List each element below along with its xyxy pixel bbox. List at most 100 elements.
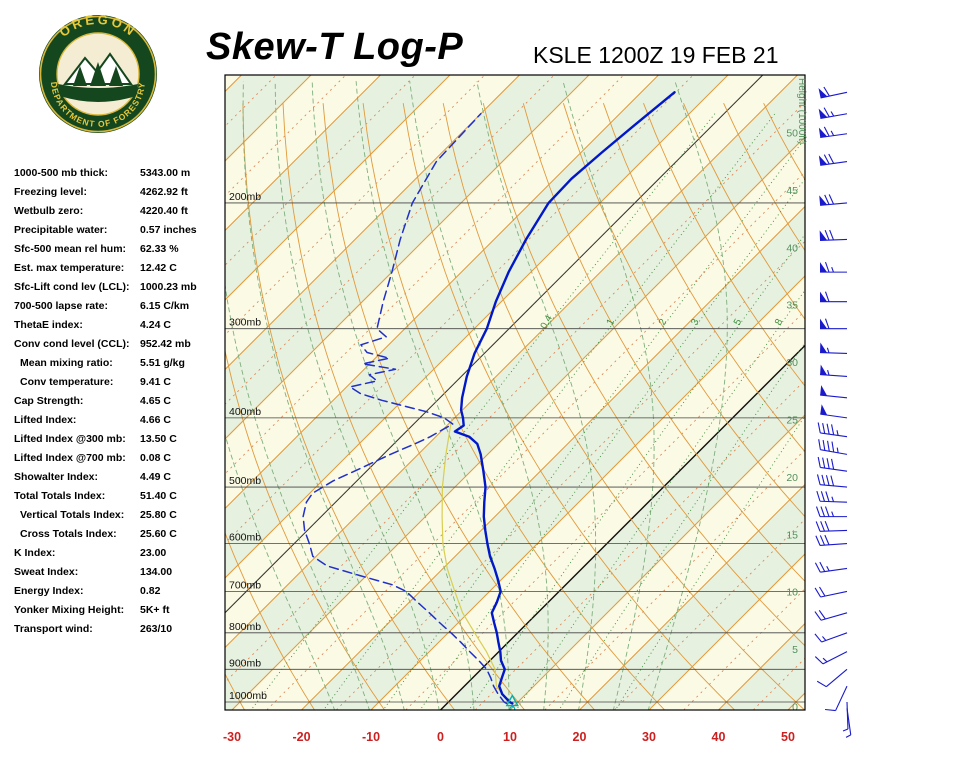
- stat-value: 12.42 C: [140, 262, 177, 274]
- logo-outer-ring: [39, 15, 157, 133]
- stat-row: K Index: 23.00: [14, 547, 222, 566]
- svg-text:20: 20: [786, 472, 798, 484]
- stat-value: 134.00: [140, 566, 173, 578]
- stat-row: Conv temperature: 9.41 C: [14, 376, 222, 395]
- stat-value: 25.60 C: [140, 528, 177, 540]
- svg-text:30: 30: [642, 730, 656, 744]
- stat-row: Lifted Index @700 mb: 0.08 C: [14, 452, 222, 471]
- sounding-stats: 1000-500 mb thick: 5343.00 m Freezing leve…: [14, 167, 222, 642]
- logo-trees: [73, 62, 123, 86]
- stat-row: Energy Index: 0.82: [14, 585, 222, 604]
- svg-text:10: 10: [786, 587, 798, 599]
- stat-value: 5343.00 m: [140, 167, 191, 179]
- stat-row: Total Totals Index: 51.40 C: [14, 490, 222, 509]
- stat-value: 0.08 C: [140, 452, 171, 464]
- stat-label: Energy Index:: [14, 585, 84, 597]
- stat-label: Conv cond level (CCL):: [14, 338, 130, 350]
- stat-label: K Index:: [14, 547, 56, 559]
- stat-label: Sweat Index:: [14, 566, 79, 578]
- svg-text:35: 35: [786, 300, 798, 312]
- svg-text:600mb: 600mb: [229, 532, 261, 544]
- svg-text:8: 8: [773, 317, 786, 327]
- page-title: Skew-T Log-P: [206, 26, 464, 68]
- svg-text:5: 5: [732, 317, 745, 327]
- stat-row: Sfc-500 mean rel hum: 62.33 %: [14, 243, 222, 262]
- svg-text:2: 2: [657, 317, 670, 327]
- stat-value: 51.40 C: [140, 490, 177, 502]
- svg-text:1: 1: [605, 317, 618, 327]
- moist-adiabats: [225, 80, 728, 710]
- sounding-traces: [302, 91, 676, 710]
- stat-label: 700-500 lapse rate:: [14, 300, 108, 312]
- svg-text:40: 40: [712, 730, 726, 744]
- stat-label: Total Totals Index:: [14, 490, 106, 502]
- svg-text:700mb: 700mb: [229, 579, 261, 591]
- stat-value: 0.57 inches: [140, 224, 197, 236]
- stat-label: Showalter Index:: [14, 471, 99, 483]
- stat-value: 4220.40 ft: [140, 205, 188, 217]
- svg-text:300mb: 300mb: [229, 317, 261, 329]
- stat-row: ThetaE index: 4.24 C: [14, 319, 222, 338]
- stat-row: Sweat Index: 134.00: [14, 566, 222, 585]
- svg-text:3: 3: [689, 317, 702, 327]
- stat-row: 1000-500 mb thick: 5343.00 m: [14, 167, 222, 186]
- chart-border: [224, 74, 806, 711]
- stat-value: 952.42 mb: [140, 338, 191, 350]
- stat-value: 5.51 g/kg: [140, 357, 185, 369]
- stat-label: Cross Totals Index:: [20, 528, 117, 540]
- stat-value: 23.00: [140, 547, 167, 559]
- svg-text:1000mb: 1000mb: [229, 690, 267, 702]
- stat-label: Transport wind:: [14, 623, 93, 635]
- svg-text:45: 45: [786, 185, 798, 197]
- stat-row: Transport wind: 263/10: [14, 623, 222, 642]
- station-datetime: KSLE 1200Z 19 FEB 21: [533, 42, 779, 68]
- svg-text:-30: -30: [223, 730, 241, 744]
- stat-row: 700-500 lapse rate: 6.15 C/km: [14, 300, 222, 319]
- svg-text:400mb: 400mb: [229, 406, 261, 418]
- stat-value: 263/10: [140, 623, 173, 635]
- stat-label: Conv temperature:: [20, 376, 114, 388]
- stat-value: 62.33 %: [140, 243, 179, 255]
- svg-text:800mb: 800mb: [229, 621, 261, 633]
- stat-label: Lifted Index @300 mb:: [14, 433, 126, 445]
- stat-value: 5K+ ft: [140, 604, 170, 616]
- stat-label: ThetaE index:: [14, 319, 83, 331]
- stat-value: 0.82: [140, 585, 161, 597]
- stat-row: Sfc-Lift cond lev (LCL): 1000.23 mb: [14, 281, 222, 300]
- stat-row: Cap Strength: 4.65 C: [14, 395, 222, 414]
- stat-label: Mean mixing ratio:: [20, 357, 113, 369]
- stat-value: 13.50 C: [140, 433, 177, 445]
- stat-value: 1000.23 mb: [140, 281, 197, 293]
- svg-text:30: 30: [786, 357, 798, 369]
- stat-value: 9.41 C: [140, 376, 171, 388]
- stat-row: Showalter Index: 4.49 C: [14, 471, 222, 490]
- stat-value: 4.49 C: [140, 471, 171, 483]
- stat-row: Est. max temperature: 12.42 C: [14, 262, 222, 281]
- stat-row: Conv cond level (CCL): 952.42 mb: [14, 338, 222, 357]
- stat-row: Mean mixing ratio: 5.51 g/kg: [14, 357, 222, 376]
- svg-text:900mb: 900mb: [229, 657, 261, 669]
- logo-ground: [58, 84, 138, 102]
- stat-row: Lifted Index: 4.66 C: [14, 414, 222, 433]
- svg-text:20: 20: [573, 730, 587, 744]
- svg-text:15: 15: [786, 529, 798, 541]
- stat-row: Lifted Index @300 mb: 13.50 C: [14, 433, 222, 452]
- stat-row: Precipitable water: 0.57 inches: [14, 224, 222, 243]
- stat-label: Lifted Index:: [14, 414, 77, 426]
- svg-text:-20: -20: [292, 730, 310, 744]
- stat-label: Freezing level:: [14, 186, 87, 198]
- svg-text:200mb: 200mb: [229, 191, 261, 203]
- stat-label: Yonker Mixing Height:: [14, 604, 125, 616]
- svg-text:10: 10: [503, 730, 517, 744]
- stat-row: Cross Totals Index: 25.60 C: [14, 528, 222, 547]
- stat-row: Yonker Mixing Height: 5K+ ft: [14, 604, 222, 623]
- height-axis-labels: 0 5 10 15 20 25 30 35 40 45 50: [786, 128, 798, 714]
- stat-label: Est. max temperature:: [14, 262, 125, 274]
- stat-label: Lifted Index @700 mb:: [14, 452, 126, 464]
- odf-logo: OREGON DEPARTMENT OF FORESTRY: [36, 12, 160, 136]
- stat-label: Wetbulb zero:: [14, 205, 84, 217]
- svg-text:0: 0: [437, 730, 444, 744]
- stat-value: 6.15 C/km: [140, 300, 190, 312]
